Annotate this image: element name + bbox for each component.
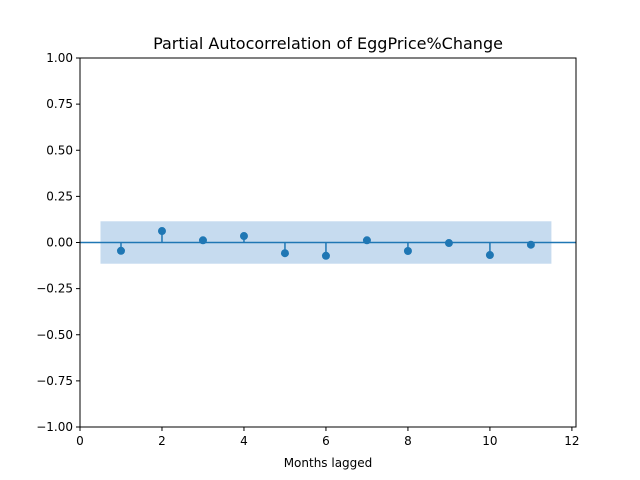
marker-lag-1 <box>116 246 125 255</box>
x-tick-label-6: 6 <box>322 434 330 448</box>
marker-lag-2 <box>157 227 166 236</box>
y-tick-label-0: −1.00 <box>36 420 73 434</box>
y-tick-label-2: −0.50 <box>36 328 73 342</box>
marker-lag-11 <box>526 240 535 249</box>
y-tick-label-7: 0.75 <box>46 97 73 111</box>
marker-lag-6 <box>321 251 330 260</box>
marker-lag-10 <box>485 251 494 260</box>
x-tick-label-0: 0 <box>76 434 84 448</box>
marker-lag-4 <box>239 232 248 241</box>
x-axis-label: Months lagged <box>284 456 373 470</box>
marker-lag-8 <box>403 246 412 255</box>
y-tick-label-6: 0.50 <box>46 143 73 157</box>
plot-area: 0 2 4 6 8 10 12 −1.00 −0.75 −0.50 −0.25 0.00 0.25 0.5… <box>36 51 579 448</box>
y-tick-label-5: 0.25 <box>46 189 73 203</box>
marker-lag-5 <box>280 249 289 258</box>
x-tick-label-12: 12 <box>564 434 579 448</box>
y-tick-label-8: 1.00 <box>46 51 73 65</box>
x-tick-label-2: 2 <box>158 434 166 448</box>
marker-lag-3 <box>198 236 207 245</box>
marker-lag-7 <box>362 236 371 245</box>
y-tick-label-3: −0.25 <box>36 282 73 296</box>
y-tick-label-1: −0.75 <box>36 374 73 388</box>
y-tick-label-4: 0.00 <box>46 236 73 250</box>
chart-title: Partial Autocorrelation of EggPrice%Chan… <box>153 34 503 53</box>
x-tick-label-4: 4 <box>240 434 248 448</box>
x-tick-label-10: 10 <box>482 434 497 448</box>
x-tick-label-8: 8 <box>404 434 412 448</box>
marker-lag-9 <box>444 239 453 248</box>
